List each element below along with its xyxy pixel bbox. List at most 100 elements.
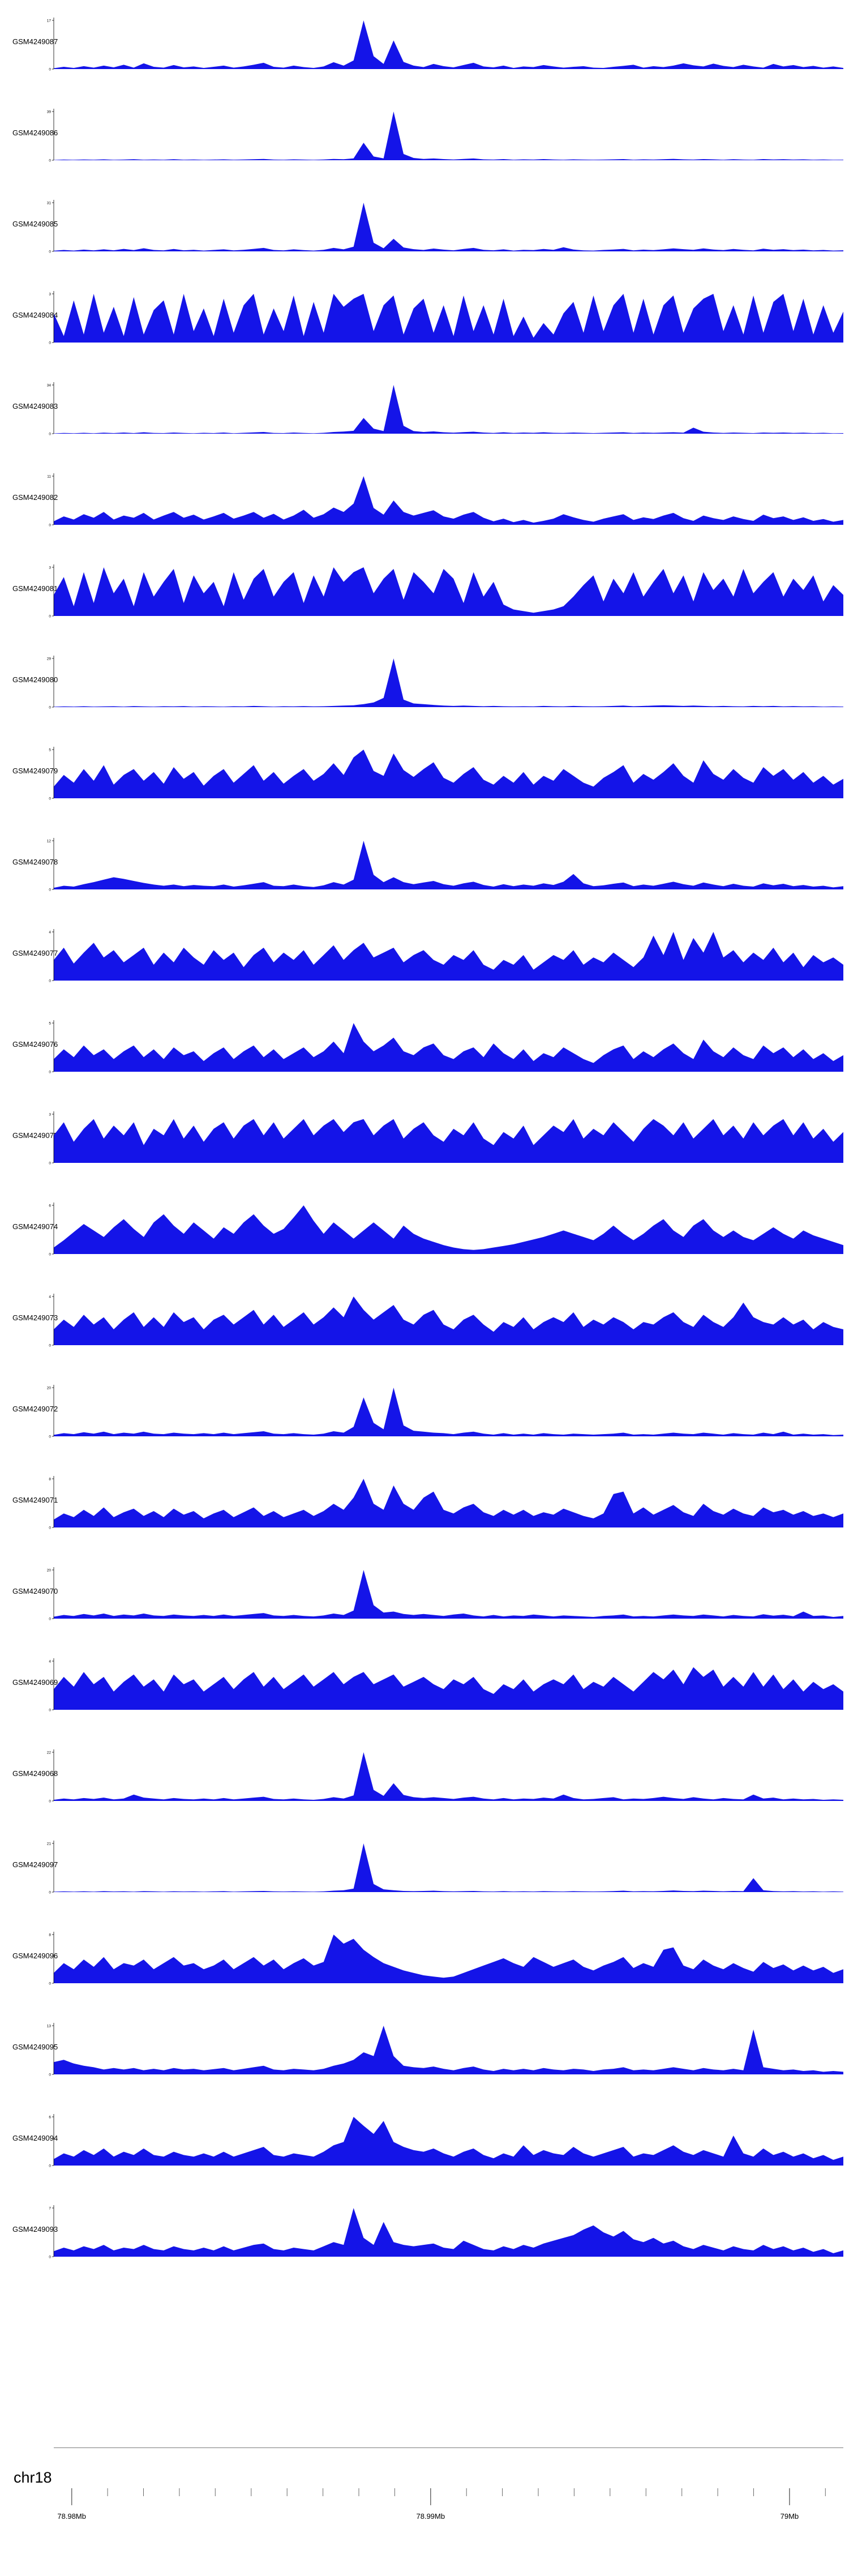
- track-signal-GSM4249087: 17 0: [47, 18, 843, 72]
- track-signal-GSM4249081: 30: [49, 564, 843, 619]
- signal-area: [54, 1479, 843, 1527]
- signal-area: [54, 1023, 843, 1072]
- track-label: GSM4249073: [12, 1313, 58, 1322]
- y-axis-min-label: 0: [49, 1526, 51, 1530]
- y-axis-max-label: 22: [47, 1751, 52, 1755]
- track-signal-GSM4249079: 50: [49, 747, 843, 801]
- track-signal-GSM4249077: 40: [49, 929, 843, 983]
- axis-tick-label: 78.98Mb: [57, 2512, 86, 2521]
- track-label: GSM4249076: [12, 1040, 58, 1049]
- track-row-GSM4249076: GSM4249076 5 0: [0, 1019, 849, 1110]
- track-label: GSM4249068: [12, 1769, 58, 1778]
- track-label: GSM4249079: [12, 767, 58, 775]
- y-axis-min-label: 0: [49, 2256, 51, 2260]
- track-signal-GSM4249068: 22 0: [47, 1749, 843, 1804]
- track-row-GSM4249074: GSM4249074 6 0: [0, 1201, 849, 1292]
- y-axis-max-label: 39: [47, 110, 52, 114]
- signal-area: [54, 1119, 843, 1163]
- y-axis-max-label: 6: [49, 2116, 51, 2120]
- track-label: GSM4249084: [12, 311, 58, 319]
- signal-area: [54, 20, 843, 69]
- y-axis-min-label: 0: [49, 1709, 51, 1713]
- track-row-GSM4249073: GSM4249073 4 0: [0, 1292, 849, 1383]
- y-axis-min-label: 0: [49, 433, 51, 437]
- track-signal-GSM4249078: 12 0: [47, 838, 843, 892]
- genome-axis-track: chr18 78.98Mb 78.99Mb 79Mb: [0, 2442, 849, 2561]
- track-row-GSM4249077: GSM4249077 4 0: [0, 927, 849, 1019]
- y-axis-max-label: 4: [49, 1295, 51, 1299]
- signal-area: [54, 476, 843, 525]
- track-signal-GSM4249076: 50: [49, 1020, 843, 1075]
- axis-tick-label: 78.99Mb: [417, 2512, 445, 2521]
- y-axis-max-label: 3: [49, 566, 51, 570]
- track-row-GSM4249070: GSM4249070 20 0: [0, 1565, 849, 1657]
- signal-area: [54, 1388, 843, 1436]
- axis-ruler: 78.98Mb 78.99Mb 79Mb: [57, 2488, 826, 2521]
- y-axis-min-label: 0: [49, 797, 51, 801]
- signal-area: [54, 385, 843, 434]
- y-axis-max-label: 29: [47, 657, 52, 661]
- y-axis-min-label: 0: [49, 1435, 51, 1439]
- signal-area: [54, 1935, 843, 1983]
- track-label: GSM4249095: [12, 2043, 58, 2051]
- track-signal-GSM4249084: 30: [49, 291, 843, 345]
- track-row-GSM4249095: GSM4249095 13 0: [0, 2021, 849, 2112]
- y-axis-max-label: 8: [49, 1933, 51, 1937]
- y-axis-min-label: 0: [49, 341, 51, 345]
- track-row-GSM4249068: GSM4249068 22 0: [0, 1748, 849, 1839]
- signal-area: [54, 750, 843, 798]
- track-signal-GSM4249070: 20 0: [47, 1567, 843, 1621]
- y-axis-max-label: 5: [49, 1022, 51, 1026]
- y-axis-min-label: 0: [49, 706, 51, 710]
- y-axis-max-label: 13: [47, 2025, 52, 2029]
- signal-area: [54, 203, 843, 251]
- signal-area: [54, 112, 843, 160]
- y-axis-max-label: 34: [47, 384, 52, 388]
- track-signal-GSM4249083: 34 0: [47, 382, 843, 437]
- y-axis-min-label: 0: [49, 524, 51, 528]
- signal-area: [54, 2117, 843, 2166]
- track-signal-GSM4249072: 20 0: [47, 1385, 843, 1439]
- y-axis-max-label: 4: [49, 931, 51, 935]
- y-axis-min-label: 0: [49, 1891, 51, 1895]
- track-signal-GSM4249085: 31 0: [47, 200, 843, 254]
- track-label: GSM4249069: [12, 1678, 58, 1687]
- track-label: GSM4249074: [12, 1222, 58, 1231]
- track-row-GSM4249086: GSM4249086 39 0: [0, 107, 849, 198]
- track-row-GSM4249084: GSM4249084 3 0: [0, 289, 849, 380]
- track-label: GSM4249082: [12, 493, 58, 502]
- track-signal-GSM4249074: 60: [49, 1203, 843, 1257]
- track-label: GSM4249077: [12, 949, 58, 957]
- y-axis-min-label: 0: [49, 159, 51, 163]
- y-axis-max-label: 20: [47, 1569, 52, 1573]
- y-axis-max-label: 17: [47, 19, 52, 23]
- y-axis-max-label: 5: [49, 748, 51, 752]
- signal-area: [54, 1667, 843, 1710]
- track-label: GSM4249094: [12, 2134, 58, 2142]
- y-axis-max-label: 3: [49, 1113, 51, 1117]
- signal-area: [54, 841, 843, 889]
- signal-area: [54, 1205, 843, 1254]
- signal-area: [54, 1752, 843, 1801]
- y-axis-max-label: 7: [49, 2207, 51, 2211]
- y-axis-min-label: 0: [49, 1253, 51, 1257]
- y-axis-min-label: 0: [49, 1800, 51, 1804]
- track-row-GSM4249082: GSM4249082 11 0: [0, 472, 849, 563]
- track-row-GSM4249072: GSM4249072 20 0: [0, 1383, 849, 1474]
- y-axis-min-label: 0: [49, 979, 51, 983]
- tracks-container: GSM4249087 17 0 GSM4249086 39 0 GSM4249085 31 0 G…: [0, 18, 849, 2260]
- track-signal-GSM4249071: 80: [49, 1476, 843, 1530]
- track-label: GSM4249080: [12, 675, 58, 684]
- y-axis-min-label: 0: [49, 250, 51, 254]
- track-label: GSM4249087: [12, 37, 58, 46]
- track-label: GSM4249096: [12, 1952, 58, 1960]
- signal-area: [54, 1570, 843, 1619]
- track-row-GSM4249083: GSM4249083 34 0: [0, 380, 849, 472]
- signal-area: [54, 2026, 843, 2074]
- track-label: GSM4249097: [12, 1860, 58, 1869]
- y-axis-min-label: 0: [49, 888, 51, 892]
- signal-area: [54, 294, 843, 343]
- y-axis-max-label: 4: [49, 1660, 51, 1664]
- y-axis-min-label: 0: [49, 68, 51, 72]
